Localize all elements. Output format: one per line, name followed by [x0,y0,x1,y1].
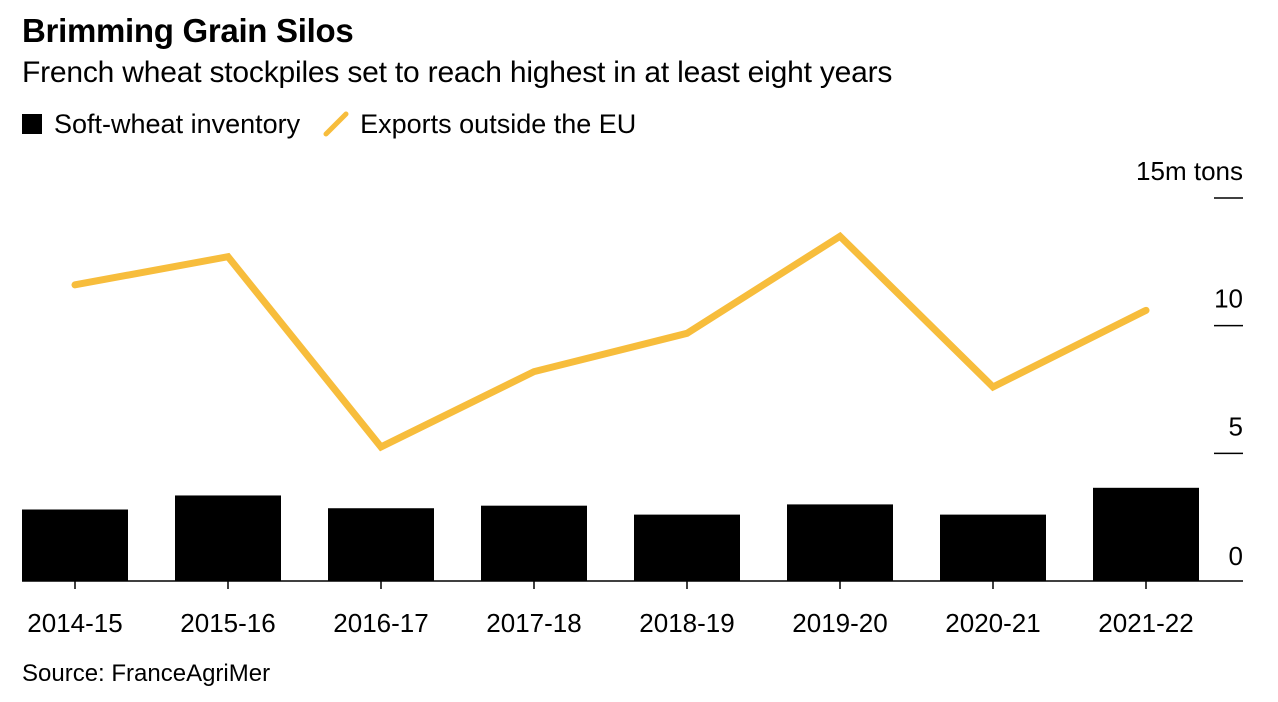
x-tick-label-2014-15: 2014-15 [27,608,122,638]
line-group [71,231,1150,452]
bar-2020-21 [940,514,1046,581]
legend: Soft-wheat inventory Exports outside the… [22,106,658,142]
x-tick-label-2017-18: 2017-18 [486,608,581,638]
y-tick-label-10: 10 [1214,284,1243,314]
y-tick-label-0: 0 [1229,541,1243,571]
legend-item-exports: Exports outside the EU [322,109,636,140]
x-axis-labels: 2014-15 2015-16 2016-17 2017-18 2018-19 2019-… [27,608,1193,638]
bar-group [22,487,1199,581]
x-axis [22,580,1243,589]
legend-label-exports: Exports outside the EU [360,108,637,139]
legend-swatch-bar [22,114,42,134]
x-tick-label-2015-16: 2015-16 [180,608,275,638]
legend-label-inventory: Soft-wheat inventory [54,108,301,139]
bar-2018-19 [634,514,740,581]
legend-swatch-line [323,111,349,137]
x-tick-label-2016-17: 2016-17 [333,608,428,638]
x-tick-label-2021-22: 2021-22 [1098,608,1193,638]
y-tick-label-15: 15m tons [1136,156,1243,186]
chart-subtitle: French wheat stockpiles set to reach hig… [22,56,893,89]
exports-line [71,231,1150,452]
source-note: Source: FranceAgriMer [22,660,271,687]
bar-2015-16 [175,495,281,581]
chart-title: Brimming Grain Silos [22,12,354,49]
bar-2014-15 [22,509,128,581]
bar-2021-22 [1093,487,1199,581]
x-tick-label-2019-20: 2019-20 [792,608,887,638]
x-tick-label-2020-21: 2020-21 [945,608,1040,638]
bar-2019-20 [787,504,893,581]
bar-2017-18 [481,505,587,581]
y-tick-label-5: 5 [1229,411,1243,441]
x-tick-label-2018-19: 2018-19 [639,608,734,638]
legend-item-inventory: Soft-wheat inventory [22,109,300,140]
bar-2016-17 [328,508,434,581]
y-axis: 0 5 10 15m tons [1136,156,1243,571]
